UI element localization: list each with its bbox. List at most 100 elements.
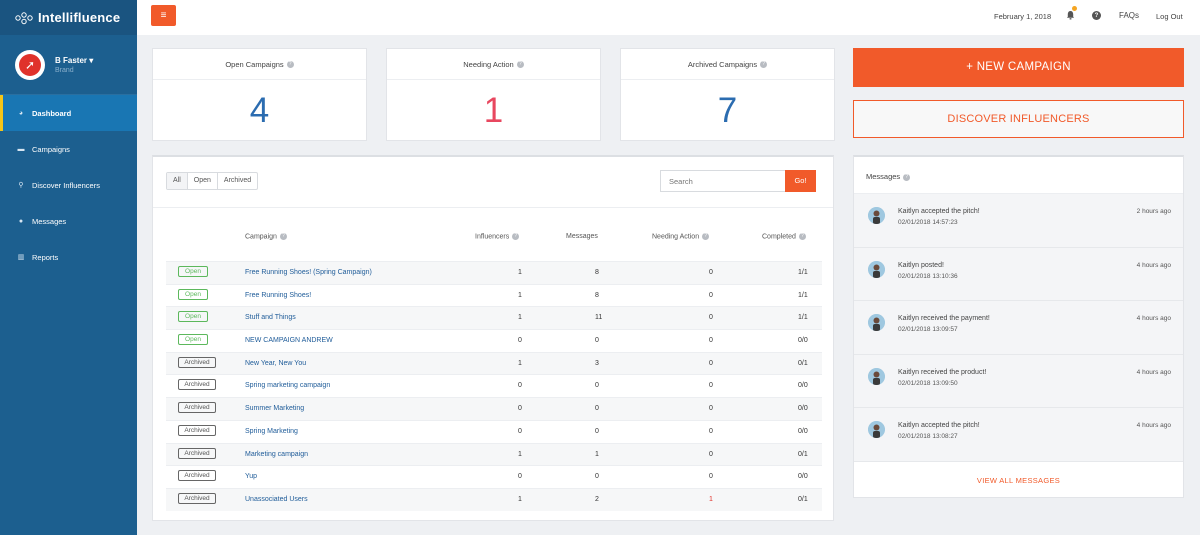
search-go-button[interactable]: Go! — [785, 170, 816, 192]
user-profile[interactable]: ➚ B Faster ▾ Brand — [0, 35, 137, 95]
message-text: Kaitlyn posted! — [898, 261, 944, 269]
campaign-name-link[interactable]: Spring marketing campaign — [245, 382, 331, 390]
message-text: Kaitlyn received the payment! — [898, 315, 990, 322]
stat-card-archived-campaigns[interactable]: Archived Campaigns? 7 — [620, 48, 835, 141]
question-icon[interactable]: ? — [702, 233, 710, 240]
status-badge: Archived — [178, 379, 216, 391]
sidebar-item-discover-influencers[interactable]: ⚲ Discover Influencers — [0, 167, 137, 203]
sidebar-item-label: Reports — [32, 252, 59, 262]
search-icon: ⚲ — [18, 182, 24, 189]
message-time-ago: 4 hours ago — [1136, 315, 1171, 322]
question-icon[interactable]: ? — [516, 60, 524, 68]
message-text: Kaitlyn accepted the pitch! — [898, 422, 980, 429]
message-item[interactable]: Kaitlyn received the product! 02/01/2018 … — [854, 354, 1183, 408]
campaign-name-link[interactable]: Spring Marketing — [245, 427, 298, 435]
message-item[interactable]: Kaitlyn accepted the pitch! 02/01/2018 14… — [854, 194, 1183, 248]
header-needing-action[interactable]: Needing Action? — [652, 233, 710, 240]
campaign-rows: Open Free Running Shoes! (Spring Campaign… — [166, 261, 822, 511]
discover-influencers-button[interactable]: DISCOVER INFLUENCERS — [853, 100, 1184, 138]
table-row[interactable]: Open Free Running Shoes! 1 8 0 1/1 — [166, 283, 822, 307]
message-item[interactable]: Kaitlyn accepted the pitch! 02/01/2018 13… — [854, 408, 1183, 462]
campaign-name-link[interactable]: Marketing campaign — [245, 450, 309, 458]
filter-archived[interactable]: Archived — [223, 177, 252, 184]
stat-title-row: Open Campaigns? — [153, 49, 366, 80]
question-icon[interactable]: ? — [512, 233, 520, 240]
message-item[interactable]: Kaitlyn posted! 02/01/2018 13:10:36 4 hour… — [854, 247, 1183, 301]
stat-card-open-campaigns[interactable]: Open Campaigns? 4 — [152, 48, 367, 141]
brand-logo[interactable]: Intellifluence — [0, 0, 137, 35]
profile-name-dropdown[interactable]: B Faster ▾ — [55, 56, 93, 65]
table-row[interactable]: Archived Unassociated Users 1 2 1 0/1 — [166, 487, 822, 511]
messages-header: Messages? — [854, 157, 1183, 194]
table-row[interactable]: Archived Summer Marketing 0 0 0 0/0 — [166, 397, 822, 420]
table-row[interactable]: Open NEW CAMPAIGN ANDREW 0 0 0 0/0 — [166, 329, 822, 352]
campaign-name-link[interactable]: New Year, New You — [245, 359, 307, 367]
influencers-count: 1 — [518, 291, 522, 299]
messages-count: 11 — [595, 314, 603, 322]
campaign-name-link[interactable]: NEW CAMPAIGN ANDREW — [245, 337, 333, 345]
table-row[interactable]: Archived Marketing campaign 1 1 0 0/1 — [166, 442, 822, 466]
sidebar-item-campaigns[interactable]: ▬ Campaigns — [0, 131, 137, 167]
table-row[interactable]: Archived New Year, New You 1 3 0 0/1 — [166, 351, 822, 375]
table-row[interactable]: Open Stuff and Things 1 11 0 1/1 — [166, 306, 822, 330]
status-badge: Open — [178, 311, 208, 323]
table-row[interactable]: Archived Spring Marketing 0 0 0 0/0 — [166, 419, 822, 443]
filter-all[interactable]: All — [167, 173, 188, 189]
table-row[interactable]: Archived Yup 0 0 0 0/0 — [166, 465, 822, 488]
profile-role: Brand — [55, 66, 74, 74]
question-icon[interactable]: ? — [903, 173, 911, 181]
needing-action-count: 0 — [709, 359, 713, 367]
message-date: 02/01/2018 13:09:57 — [898, 326, 958, 333]
logout-link[interactable]: Log Out — [1156, 12, 1183, 21]
question-icon[interactable]: ? — [760, 60, 768, 68]
message-item[interactable]: Kaitlyn received the payment! 02/01/2018 … — [854, 301, 1183, 355]
question-icon[interactable]: ? — [798, 233, 806, 240]
campaign-name-link[interactable]: Summer Marketing — [245, 405, 305, 413]
current-date: February 1, 2018 — [994, 12, 1052, 21]
stat-title-row: Archived Campaigns? — [621, 49, 834, 80]
sidebar: Intellifluence ➚ B Faster ▾ Brand ◕ Dash… — [0, 0, 137, 535]
status-badge: Archived — [178, 402, 216, 414]
bell-icon[interactable] — [1066, 10, 1075, 20]
campaign-name-link[interactable]: Free Running Shoes! — [245, 291, 312, 299]
sidebar-item-label: Dashboard — [32, 108, 72, 118]
header-campaign[interactable]: Campaign? — [245, 233, 287, 240]
message-list: Kaitlyn accepted the pitch! 02/01/2018 14… — [854, 194, 1183, 462]
stat-title: Archived Campaigns — [687, 59, 758, 69]
faqs-link[interactable]: FAQs — [1119, 11, 1140, 20]
header-messages[interactable]: Messages — [566, 233, 598, 240]
influencers-count: 1 — [518, 269, 522, 276]
message-date: 02/01/2018 14:57:23 — [898, 219, 958, 226]
influencers-count: 1 — [518, 450, 522, 458]
campaign-name-link[interactable]: Unassociated Users — [245, 495, 308, 503]
new-campaign-button[interactable]: + NEW CAMPAIGN — [853, 48, 1184, 87]
search-input[interactable] — [660, 170, 786, 192]
influencers-count: 0 — [518, 382, 522, 390]
completed-count: 1/1 — [798, 269, 808, 276]
filter-open[interactable]: Open — [188, 173, 218, 189]
view-all-messages-link[interactable]: VIEW ALL MESSAGES — [976, 476, 1061, 485]
question-icon[interactable]: ? — [286, 60, 294, 68]
hamburger-icon: ≡ — [160, 10, 167, 21]
stat-card-needing-action[interactable]: Needing Action? 1 — [386, 48, 601, 141]
sidebar-item-dashboard[interactable]: ◕ Dashboard — [0, 95, 137, 131]
header-completed[interactable]: Completed? — [762, 233, 806, 240]
completed-count: 0/1 — [798, 450, 808, 458]
campaign-name-link[interactable]: Stuff and Things — [245, 314, 296, 322]
campaign-name-link[interactable]: Yup — [245, 473, 258, 481]
campaign-name-link[interactable]: Free Running Shoes! (Spring Campaign) — [245, 269, 372, 276]
header-influencers[interactable]: Influencers? — [475, 233, 520, 240]
sidebar-item-reports[interactable]: ▥ Reports — [0, 239, 137, 275]
completed-count: 0/0 — [798, 473, 808, 481]
sidebar-item-messages[interactable]: ● Messages — [0, 203, 137, 239]
table-row[interactable]: Open Free Running Shoes! (Spring Campaign… — [166, 261, 822, 284]
help-icon[interactable]: ? — [1092, 11, 1101, 20]
table-row[interactable]: Archived Spring marketing campaign 0 0 0 0/0 — [166, 374, 822, 397]
menu-toggle-button[interactable]: ≡ — [151, 5, 176, 26]
sidebar-item-label: Campaigns — [32, 144, 70, 154]
question-icon[interactable]: ? — [279, 233, 287, 240]
profile-name: B Faster — [55, 55, 88, 65]
messages-count: 2 — [595, 495, 599, 503]
dashboard-icon: ◕ — [18, 109, 24, 117]
sidebar-item-label: Messages — [32, 216, 67, 226]
